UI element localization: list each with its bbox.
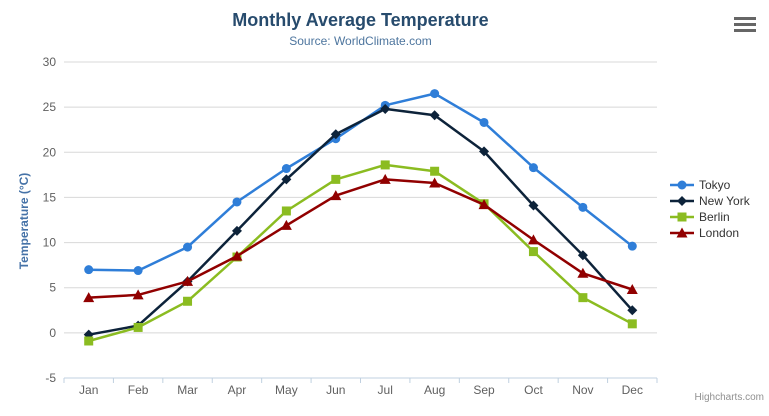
data-point-tokyo-dec[interactable] — [627, 241, 637, 251]
data-point-new-york-aug[interactable] — [429, 110, 440, 121]
data-point-tokyo-jan[interactable] — [84, 265, 94, 275]
legend-item-tokyo[interactable]: Tokyo — [670, 177, 750, 193]
data-point-berlin-jan[interactable] — [84, 336, 94, 346]
hamburger-menu-icon — [734, 17, 756, 20]
x-axis-tick-label: May — [275, 383, 298, 397]
x-axis-tick-label: Jul — [378, 383, 393, 397]
y-axis-tick-label: 5 — [49, 281, 56, 295]
legend-marker-triangle-icon — [670, 227, 694, 238]
series-line-berlin[interactable] — [87, 163, 634, 343]
data-point-london-sep[interactable] — [478, 199, 490, 210]
legend-label: Tokyo — [699, 178, 731, 192]
data-point-berlin-jun[interactable] — [331, 174, 341, 184]
y-axis-tick-label: 15 — [43, 190, 57, 204]
data-point-new-york-may[interactable] — [281, 174, 292, 185]
data-point-new-york-sep[interactable] — [479, 146, 490, 157]
data-point-new-york-apr[interactable] — [231, 225, 242, 236]
y-axis-tick-label: 0 — [49, 326, 56, 340]
data-point-london-aug[interactable] — [429, 177, 441, 188]
series-line-new-york[interactable] — [87, 107, 634, 336]
y-axis-tick-label: 20 — [43, 145, 57, 159]
legend-label: London — [699, 226, 740, 240]
data-point-london-mar[interactable] — [182, 275, 194, 286]
data-point-berlin-oct[interactable] — [528, 247, 538, 257]
data-point-london-jul[interactable] — [379, 173, 391, 184]
data-point-new-york-jun[interactable] — [330, 129, 341, 140]
y-axis-title: Temperature (°C) — [17, 172, 31, 270]
y-axis-tick-label: 30 — [43, 55, 57, 69]
y-axis-tick-label: 10 — [43, 236, 57, 250]
data-point-tokyo-sep[interactable] — [479, 117, 489, 127]
x-axis-tick-label: Sep — [473, 383, 495, 397]
legend-marker-diamond-icon — [670, 196, 694, 206]
data-point-london-may[interactable] — [280, 219, 292, 230]
y-axis-tick-label: -5 — [45, 371, 56, 385]
x-axis-tick-label: Apr — [228, 383, 247, 397]
data-point-tokyo-feb[interactable] — [133, 266, 143, 276]
data-point-tokyo-nov[interactable] — [578, 202, 588, 212]
data-point-tokyo-may[interactable] — [281, 164, 291, 174]
data-point-new-york-nov[interactable] — [577, 250, 588, 261]
y-axis-tick-label: 25 — [43, 100, 57, 114]
data-point-new-york-dec[interactable] — [627, 305, 638, 316]
x-axis-tick-label: Oct — [524, 383, 543, 397]
chart-subtitle: Source: WorldClimate.com — [289, 34, 432, 48]
data-point-london-dec[interactable] — [626, 284, 638, 295]
x-axis-tick-label: Nov — [572, 383, 593, 397]
data-point-london-oct[interactable] — [527, 234, 539, 245]
legend-item-london[interactable]: London — [670, 225, 750, 241]
data-point-berlin-feb[interactable] — [133, 322, 143, 332]
export-menu-button[interactable] — [731, 14, 759, 38]
data-point-london-jan[interactable] — [83, 292, 95, 303]
data-point-berlin-jul[interactable] — [380, 160, 390, 170]
data-point-berlin-may[interactable] — [281, 206, 291, 216]
data-point-london-nov[interactable] — [577, 267, 589, 278]
data-point-london-apr[interactable] — [231, 250, 243, 261]
legend-marker-square-icon — [670, 212, 694, 222]
legend-marker-circle-icon — [670, 180, 694, 190]
data-point-new-york-oct[interactable] — [528, 200, 539, 211]
chart-title: Monthly Average Temperature — [232, 10, 489, 30]
legend-item-berlin[interactable]: Berlin — [670, 209, 750, 225]
credits-link[interactable]: Highcharts.com — [694, 392, 764, 403]
data-point-tokyo-apr[interactable] — [232, 197, 242, 207]
series-line-london[interactable] — [87, 178, 634, 299]
data-point-london-feb[interactable] — [132, 289, 144, 300]
legend: Tokyo New York Berlin London — [670, 177, 750, 241]
x-axis-tick-label: Dec — [622, 383, 643, 397]
x-axis-tick-label: Mar — [177, 383, 198, 397]
data-point-tokyo-mar[interactable] — [183, 242, 193, 252]
data-point-berlin-aug[interactable] — [430, 166, 440, 176]
data-point-new-york-jul[interactable] — [380, 103, 391, 114]
data-point-tokyo-aug[interactable] — [430, 89, 440, 99]
x-axis-tick-label: Aug — [424, 383, 445, 397]
data-point-tokyo-oct[interactable] — [528, 163, 538, 173]
data-point-berlin-dec[interactable] — [627, 319, 637, 329]
x-axis-tick-label: Jan — [79, 383, 98, 397]
data-point-london-jun[interactable] — [330, 190, 342, 201]
legend-label: Berlin — [699, 210, 730, 224]
legend-label: New York — [699, 194, 750, 208]
legend-item-new-york[interactable]: New York — [670, 193, 750, 209]
x-axis-tick-label: Feb — [128, 383, 149, 397]
x-axis-tick-label: Jun — [326, 383, 345, 397]
data-point-berlin-nov[interactable] — [578, 293, 588, 303]
data-point-berlin-mar[interactable] — [183, 296, 193, 306]
